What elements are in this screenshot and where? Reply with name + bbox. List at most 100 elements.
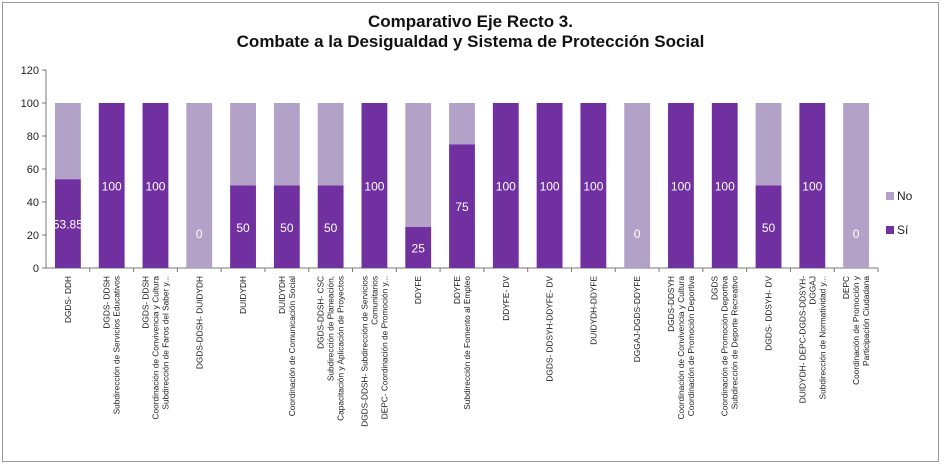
legend-label: Sí: [897, 223, 909, 237]
x-tick-label-line: Coordinación de Comunicación Social: [287, 276, 297, 416]
bar-si: [755, 185, 782, 268]
bar-no: [624, 103, 651, 268]
data-label: 100: [671, 180, 691, 194]
data-label: 75: [455, 200, 469, 214]
bar-no: [755, 103, 782, 186]
x-tick-label-line: DDYFE- DV: [501, 276, 511, 321]
data-label: 100: [540, 180, 560, 194]
x-tick-label-line: DEPC- Coordinación de Promoción y...: [379, 276, 389, 419]
x-tick-label: DUIDYDH- DEPC-DGDS-DDSYH- DGGAJ Subdirecci…: [797, 276, 827, 403]
x-tick-label: DGDS- DDSH Coordinación de Convivencia y …: [140, 276, 170, 420]
bar-si: [799, 103, 826, 268]
data-label: 100: [145, 180, 165, 194]
x-tick-label-line: Coordinación de Promoción Deportiva: [720, 276, 730, 417]
x-tick-label: DUIDYDH: [238, 276, 248, 314]
x-tick-label-line: Subdirección de Faros del Saber y...: [160, 276, 170, 410]
x-tick-label: DGDS Coordinación de Promoción Deportiva S…: [710, 276, 740, 417]
data-label: 100: [715, 180, 735, 194]
x-tick-label: DGDS- DDSH Subdirección de Servicios Educ…: [102, 276, 122, 414]
x-tick-label: DDYFE Subdirección de Fomento al Empleo: [452, 276, 472, 410]
data-label: 100: [583, 180, 603, 194]
bar-no: [54, 103, 81, 180]
data-label: 100: [102, 180, 122, 194]
x-tick-label-line: Coordinación de Promoción Deportiva: [686, 276, 696, 417]
legend-swatch: [886, 192, 894, 200]
bar-si: [711, 103, 738, 268]
x-tick-label-line: Coordinación de Convivencia y Cultura: [676, 276, 686, 420]
x-tick-label: DUIDYDH-DDYFE: [588, 276, 598, 345]
bar-no: [317, 103, 344, 186]
x-tick-label: DDYFE: [413, 276, 423, 305]
x-tick-label-line: Subdirección de Fomento al Empleo: [462, 276, 472, 410]
bar-no: [405, 103, 432, 227]
bar-si: [449, 144, 475, 268]
x-tick-label-line: DUIDYDH: [277, 276, 287, 314]
x-tick-label-line: Coordinación de Promoción y: [851, 275, 861, 385]
x-tick-label-line: DGGAJ-DGDS-DDYFE: [632, 276, 642, 363]
bar-si: [98, 103, 125, 268]
y-tick-label: 120: [21, 65, 39, 77]
bar-si: [273, 185, 300, 268]
x-tick-label-line: Participación Ciudadana: [861, 276, 871, 366]
bar-no: [186, 103, 213, 268]
x-tick-label-line: DGGAJ: [807, 276, 817, 305]
x-tick-label-line: DUIDYDH: [238, 276, 248, 314]
x-tick-label: DGDS-DDSYH Coordinación de Convivencia y …: [666, 276, 696, 420]
x-tick-label: DGDS- DDSYH-DDYFE- DV: [545, 276, 555, 382]
bar-si: [361, 103, 388, 268]
bar-si: [317, 185, 344, 268]
data-label: 0: [196, 227, 203, 241]
legend-label: No: [897, 189, 913, 203]
x-tick-label: DGDS-DDSH- CSC Subdirección de Planeación…: [316, 276, 346, 421]
bar-si: [405, 226, 432, 268]
bar-no: [449, 103, 475, 145]
bar-si: [142, 103, 169, 268]
x-tick-label-line: DUIDYDH- DEPC-DGDS-DDSYH-: [797, 276, 807, 403]
x-tick-label: DGDS-DDSH- Subdirección de Servicios Comu…: [359, 276, 389, 427]
y-tick-label: 40: [27, 197, 39, 209]
data-label: 100: [802, 180, 822, 194]
bar-si: [580, 103, 607, 268]
x-tick-label-line: DDYFE: [413, 276, 423, 305]
legend-swatch: [886, 226, 894, 234]
y-tick-label: 0: [33, 263, 39, 275]
bar-no: [273, 103, 300, 186]
x-tick-label-line: Subdirección de Servicios Educativos: [112, 276, 122, 414]
data-label: 50: [236, 221, 250, 235]
x-tick-label-line: DGDS- DDSYH- DV: [764, 276, 774, 351]
x-tick-label: DGGAJ-DGDS-DDYFE: [632, 276, 642, 363]
x-tick-label-line: Subdirección de Planeación,: [326, 276, 336, 381]
x-tick-label-line: DGDS: [710, 276, 720, 300]
bar-si: [230, 185, 256, 268]
x-tick-label-line: Capacitación y Aplicación de Proyectos: [336, 276, 346, 421]
x-tick-label-line: DGDS-DDSYH: [666, 276, 676, 332]
y-tick-label: 100: [21, 98, 39, 110]
x-tick-label: DGDS- DDH: [63, 276, 73, 323]
x-tick-label-line: Coordinación de Convivencia y Cultura: [150, 276, 160, 420]
data-label: 50: [762, 221, 776, 235]
x-tick-label-line: Comunitarios: [369, 276, 379, 325]
bar-si: [54, 179, 81, 268]
x-tick-label-line: DGDS- DDSH: [102, 276, 112, 329]
bar-no: [230, 103, 256, 186]
bar-no: [843, 103, 870, 268]
x-tick-label-line: DGDS- DDSH: [140, 276, 150, 329]
data-label: 100: [496, 180, 516, 194]
bar-si: [492, 103, 519, 268]
x-tick-label-line: DGDS-DDSH- Subdirección de Servicios: [359, 276, 369, 427]
x-tick-label: DGDS-DDSH- DUIDYDH: [194, 276, 204, 369]
data-label: 0: [634, 227, 641, 241]
x-tick-label: DUIDYDH Coordinación de Comunicación Soci…: [277, 276, 297, 416]
y-tick-label: 80: [27, 131, 39, 143]
data-label: 50: [324, 221, 338, 235]
chart-title: Comparativo Eje Recto 3. Combate a la De…: [0, 12, 941, 52]
y-tick-label: 60: [27, 164, 39, 176]
x-tick-label-line: Subdirección de Deporte Recreativo: [730, 276, 740, 410]
y-tick-label: 20: [27, 230, 39, 242]
x-tick-label-line: DGDS- DDSYH-DDYFE- DV: [545, 276, 555, 382]
x-tick-label: DGDS- DDSYH- DV: [764, 276, 774, 351]
data-label: 0: [853, 227, 860, 241]
chart-title-line-1: Comparativo Eje Recto 3.: [367, 12, 573, 31]
x-tick-label-line: DUIDYDH-DDYFE: [588, 276, 598, 345]
bar-si: [536, 103, 563, 268]
